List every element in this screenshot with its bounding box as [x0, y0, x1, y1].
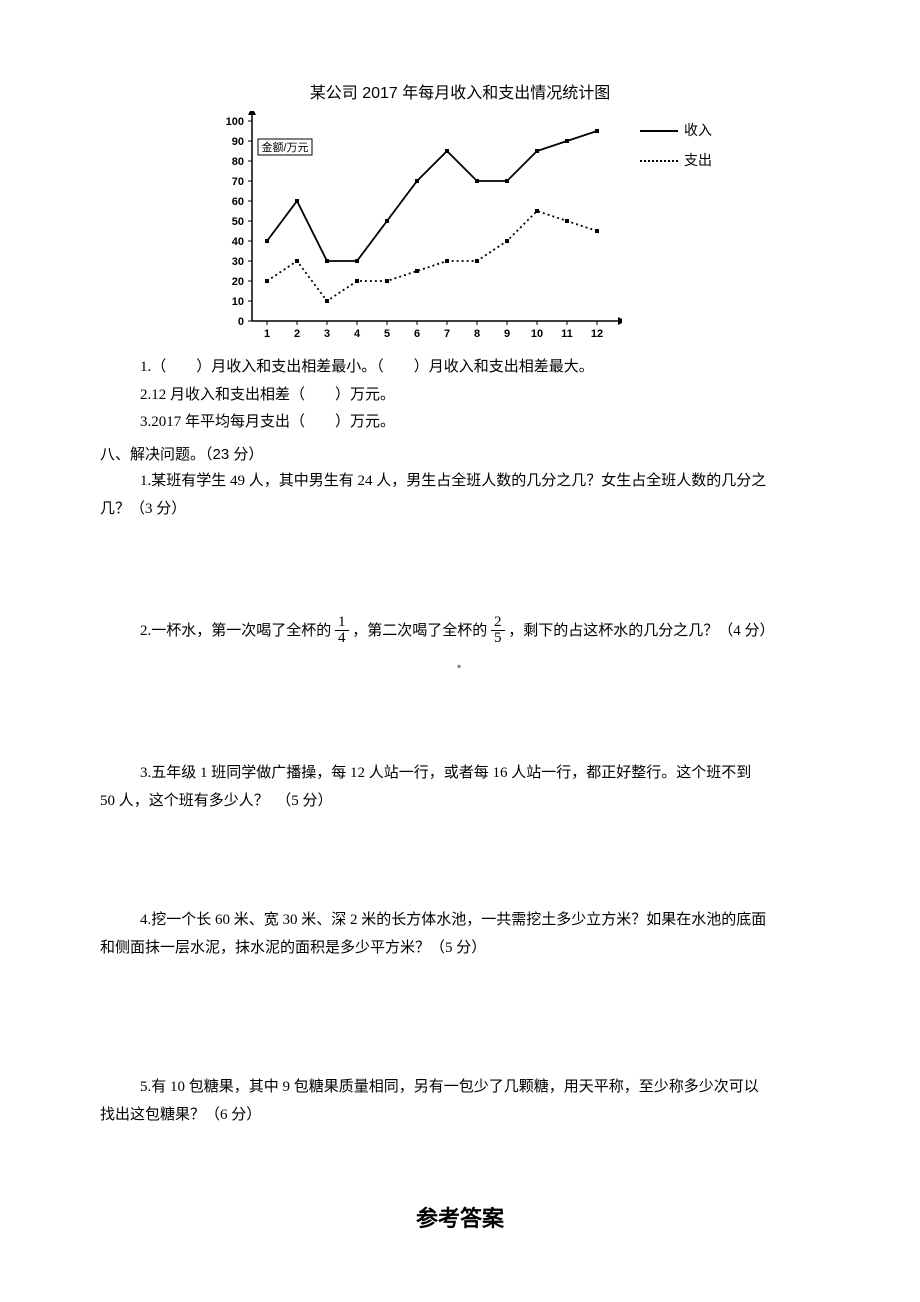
- q4-line2: 和侧面抹一层水泥，抹水泥的面积是多少平方米？（5 分）: [100, 936, 820, 962]
- q2-line: 2.一杯水，第一次喝了全杯的 1 4 ，第二次喝了全杯的 2 5 ，剩下的占这杯…: [100, 616, 820, 647]
- chart-q2: 2.12 月收入和支出相差（ ）万元。: [100, 383, 820, 409]
- frac2-num: 2: [491, 615, 505, 631]
- q4-line1: 4.挖一个长 60 米、宽 30 米、深 2 米的长方体水池，一共需挖土多少立方…: [100, 908, 820, 934]
- svg-text:50: 50: [232, 216, 244, 228]
- line-chart: 0102030405060708090100123456789101112金额/…: [208, 111, 622, 347]
- svg-text:1: 1: [264, 328, 270, 340]
- svg-text:0: 0: [238, 316, 244, 328]
- chart-section: 某公司 2017 年每月收入和支出情况统计图 0 10 20 30 40 50 60 70 80…: [100, 80, 820, 347]
- q2-pre: 2.一杯水，第一次喝了全杯的: [140, 623, 331, 639]
- q5-line1: 5.有 10 包糖果，其中 9 包糖果质量相同，另有一包少了几颗糖，用天平称，至…: [100, 1075, 820, 1101]
- q3-line1: 3.五年级 1 班同学做广播操，每 12 人站一行，或者每 16 人站一行，都正…: [100, 761, 820, 787]
- frac1-num: 1: [335, 615, 349, 631]
- blank-space: [100, 963, 820, 1073]
- chart-legend: 收入 支出: [640, 119, 712, 179]
- svg-text:4: 4: [354, 328, 361, 340]
- blank-space: [100, 1130, 820, 1170]
- frac1-den: 4: [335, 631, 349, 646]
- svg-text:12: 12: [591, 328, 603, 340]
- svg-text:10: 10: [531, 328, 543, 340]
- svg-text:30: 30: [232, 256, 244, 268]
- section8-title: 八、解决问题。（23 分）: [100, 442, 820, 468]
- chart-q1: 1.（ ）月收入和支出相差最小。（ ）月收入和支出相差最大。: [100, 355, 820, 381]
- svg-text:7: 7: [444, 328, 450, 340]
- svg-text:11: 11: [561, 328, 573, 340]
- svg-text:6: 6: [414, 328, 420, 340]
- page-mark-icon: ▪: [457, 656, 463, 662]
- svg-text:3: 3: [324, 328, 330, 340]
- legend-line-dashed-icon: [640, 160, 678, 162]
- legend-income-label: 收入: [684, 119, 712, 143]
- q2-mid1: ，第二次喝了全杯的: [352, 623, 487, 639]
- legend-income: 收入: [640, 119, 712, 143]
- blank-space: [100, 816, 820, 906]
- q1-line2: 几？（3 分）: [100, 497, 820, 523]
- svg-text:9: 9: [504, 328, 510, 340]
- chart-row: 0102030405060708090100123456789101112金额/…: [208, 111, 712, 347]
- blank-space: [100, 524, 820, 614]
- frac2-den: 5: [491, 631, 505, 646]
- answers-title: 参考答案: [100, 1200, 820, 1237]
- fraction-1-4: 1 4: [335, 615, 349, 646]
- q5-line2: 找出这包糖果？（6 分）: [100, 1103, 820, 1129]
- q2-mid2: ，剩下的占这杯水的几分之几？（4 分）: [508, 623, 774, 639]
- svg-text:金额/万元: 金额/万元: [261, 140, 308, 154]
- svg-text:20: 20: [232, 276, 244, 288]
- svg-text:10: 10: [232, 296, 244, 308]
- svg-text:8: 8: [474, 328, 480, 340]
- legend-expense: 支出: [640, 149, 712, 173]
- svg-text:80: 80: [232, 156, 244, 168]
- svg-text:40: 40: [232, 236, 244, 248]
- q3-line2: 50 人，这个班有多少人？ （5 分）: [100, 789, 820, 815]
- fraction-2-5: 2 5: [491, 615, 505, 646]
- svg-text:5: 5: [384, 328, 390, 340]
- chart-q3: 3.2017 年平均每月支出（ ）万元。: [100, 410, 820, 436]
- svg-text:2: 2: [294, 328, 300, 340]
- page: 某公司 2017 年每月收入和支出情况统计图 0 10 20 30 40 50 60 70 80…: [0, 0, 920, 1302]
- svg-text:90: 90: [232, 136, 244, 148]
- svg-text:100: 100: [226, 116, 244, 128]
- q1-line1: 1.某班有学生 49 人，其中男生有 24 人，男生占全班人数的几分之几？女生占…: [100, 469, 820, 495]
- svg-text:70: 70: [232, 176, 244, 188]
- chart-title: 某公司 2017 年每月收入和支出情况统计图: [310, 80, 611, 107]
- legend-line-solid-icon: [640, 130, 678, 132]
- svg-text:60: 60: [232, 196, 244, 208]
- legend-expense-label: 支出: [684, 149, 712, 173]
